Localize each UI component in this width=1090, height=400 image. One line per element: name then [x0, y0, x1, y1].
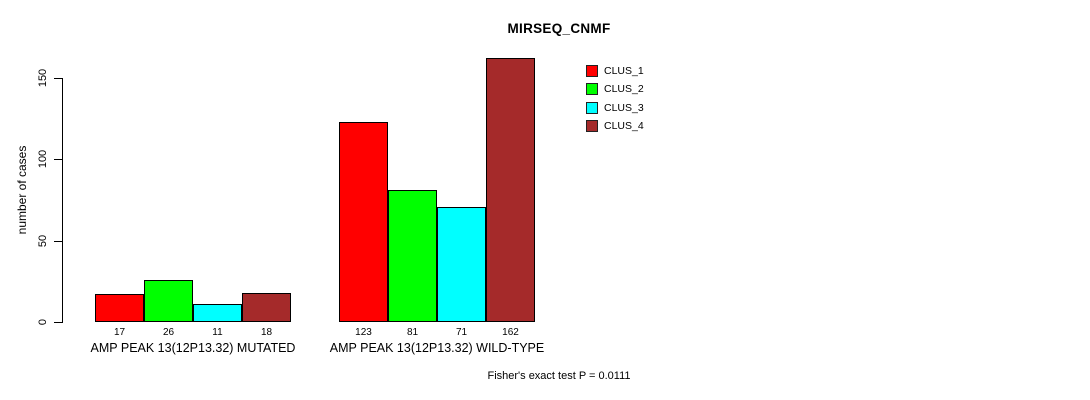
- legend-label: CLUS_4: [604, 119, 644, 132]
- legend-item-clus_1: CLUS_1: [586, 62, 644, 80]
- bar-clus_1-wild-type: [339, 122, 388, 322]
- chart-title: MIRSEQ_CNMF: [507, 21, 611, 36]
- legend-item-clus_2: CLUS_2: [586, 80, 644, 98]
- bar-clus_4-wild-type: [486, 58, 535, 322]
- bar-value-label: 123: [355, 327, 372, 338]
- bar-clus_2-wild-type: [388, 190, 437, 322]
- bar-value-label: 11: [212, 327, 223, 338]
- x-category-label: AMP PEAK 13(12P13.32) MUTATED: [90, 341, 296, 355]
- y-axis-tick-label: 150: [37, 68, 49, 88]
- legend-swatch: [586, 65, 598, 77]
- bar-value-label: 81: [406, 327, 419, 338]
- bar-clus_4-mutated: [242, 293, 291, 322]
- bar-value-label: 18: [260, 327, 273, 338]
- x-category-label: AMP PEAK 13(12P13.32) WILD-TYPE: [329, 341, 545, 355]
- y-axis-tick: [54, 322, 62, 323]
- y-axis-line: [62, 78, 63, 323]
- fisher-test-annotation: Fisher's exact test P = 0.0111: [487, 370, 631, 382]
- y-axis-tick-label: 50: [37, 234, 49, 248]
- bar-value-label: 71: [455, 327, 468, 338]
- legend-label: CLUS_2: [604, 83, 644, 96]
- y-axis-tick: [54, 241, 62, 242]
- legend-swatch: [586, 101, 598, 114]
- y-axis-tick: [54, 159, 62, 160]
- legend-label: CLUS_3: [604, 101, 644, 114]
- legend-label: CLUS_1: [604, 65, 644, 77]
- bar-clus_3-mutated: [193, 304, 242, 322]
- y-axis-tick-label: 0: [37, 318, 49, 326]
- bar-clus_2-mutated: [144, 280, 193, 322]
- y-axis-tick: [54, 78, 62, 79]
- bar-clus_3-wild-type: [437, 207, 486, 322]
- legend-item-clus_3: CLUS_3: [586, 99, 644, 117]
- bar-value-label: 17: [113, 327, 126, 338]
- bar-value-label: 162: [502, 327, 519, 338]
- bar-clus_1-mutated: [95, 294, 144, 322]
- y-axis-tick-label: 100: [37, 149, 49, 169]
- bar-value-label: 26: [162, 327, 175, 338]
- legend-swatch: [586, 83, 598, 96]
- y-axis-label: number of cases: [15, 145, 29, 235]
- legend-swatch: [586, 119, 598, 132]
- legend-item-clus_4: CLUS_4: [586, 117, 644, 135]
